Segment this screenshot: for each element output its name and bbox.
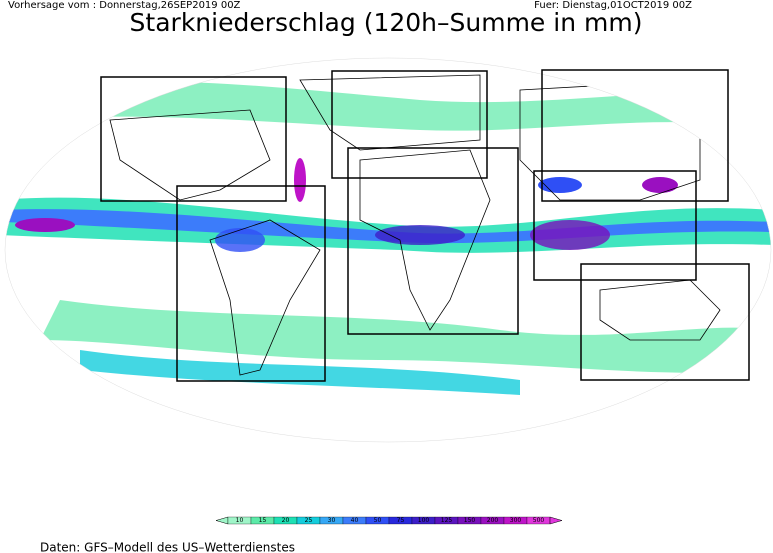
- colorbar-label: 100: [418, 517, 430, 524]
- colorbar-label: 15: [259, 517, 267, 524]
- colorbar-label: 25: [305, 517, 313, 524]
- colorbar-label: 30: [328, 517, 336, 524]
- colorbar-high-end: [549, 516, 563, 525]
- colorbar-label: 10: [236, 517, 244, 524]
- colorbar-label: 200: [487, 517, 499, 524]
- colorbar-label: 300: [510, 517, 522, 524]
- colorbar-label: 150: [464, 517, 476, 524]
- forecast-valid: Fuer: Dienstag,01OCT2019 00Z: [534, 0, 692, 11]
- colorbar-label: 500: [533, 517, 545, 524]
- precip-map: [5, 58, 771, 442]
- colorbar-low-end: [215, 516, 229, 525]
- colorbar: 10 15 20 25 30 40 50 75 100 125 150 200 300 500: [215, 516, 563, 525]
- data-source: Daten: GFS–Modell des US–Wetterdienstes: [40, 541, 295, 553]
- colorbar-label: 20: [282, 517, 290, 524]
- colorbar-label: 50: [374, 517, 382, 524]
- map-title: Starkniederschlag (120h–Summe in mm): [130, 8, 643, 37]
- forecast-start: Vorhersage vom : Donnerstag,26SEP2019 00…: [8, 0, 241, 11]
- region-boxes: [100, 69, 750, 382]
- colorbar-label: 75: [397, 517, 405, 524]
- colorbar-label: 125: [441, 517, 453, 524]
- colorbar-label: 40: [351, 517, 359, 524]
